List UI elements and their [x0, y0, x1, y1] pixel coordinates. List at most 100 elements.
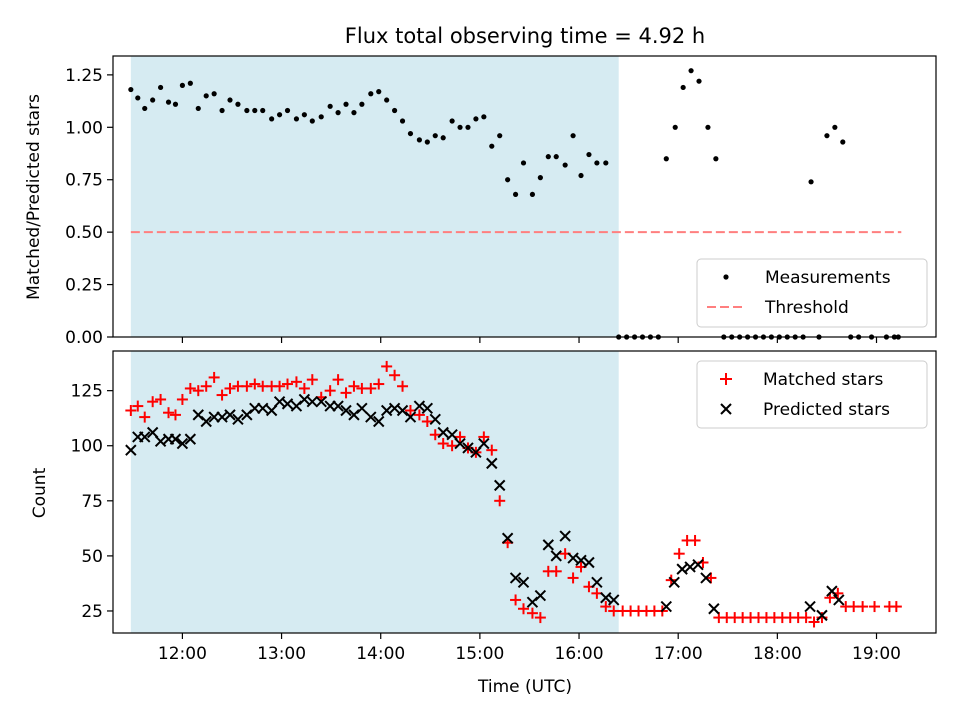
matched-star-point: [282, 378, 294, 390]
measurement-point: [351, 110, 357, 116]
predicted-star-point: [462, 442, 474, 454]
measurement-point: [713, 156, 719, 162]
predicted-star-point: [332, 400, 344, 412]
measurement-point: [195, 105, 201, 112]
matched-star-point: [216, 389, 228, 401]
x-tick-label: 12:00: [158, 644, 207, 664]
matched-star-point: [389, 369, 401, 381]
matched-star-point: [486, 444, 498, 456]
predicted-star-point: [816, 609, 828, 622]
measurement-point: [688, 68, 694, 74]
predicted-star-point: [454, 437, 466, 450]
measurement-point: [416, 137, 422, 143]
predicted-star-point: [567, 552, 579, 564]
matched-star-point: [298, 382, 310, 394]
predicted-star-point: [608, 594, 620, 606]
ratio-legend: Measurements Threshold: [696, 258, 928, 328]
matched-star-point: [857, 601, 869, 613]
matched-star-point: [869, 601, 881, 613]
predicted-star-point: [575, 554, 587, 567]
matched-star-point: [397, 380, 409, 392]
matched-star-point: [478, 431, 490, 443]
matched-star-point: [373, 378, 385, 390]
x-tick-label: 18:00: [753, 644, 802, 664]
predicted-star-point: [265, 404, 278, 417]
predicted-star-point: [437, 426, 449, 439]
matched-star-point: [192, 385, 204, 397]
matched-star-point: [324, 385, 336, 397]
predicted-star-point: [684, 561, 696, 573]
matched-star-point: [673, 548, 685, 560]
count-y-tick-label: 50: [81, 547, 103, 567]
measurement-point: [497, 133, 503, 139]
predicted-star-point: [478, 437, 490, 450]
predicted-star-point: [700, 572, 712, 584]
ratio-x-ticks: [181, 337, 878, 343]
ratio-plot-frame: [112, 55, 937, 338]
count-y-axis: 25 50 75 100 125: [71, 382, 113, 622]
count-legend-box: [696, 360, 928, 429]
predicted-star-point: [804, 600, 816, 613]
measurement-point: [128, 86, 134, 93]
measurement-point: [663, 156, 669, 162]
predicted-star-point: [273, 395, 286, 408]
measurement-point: [269, 116, 275, 122]
count-y-tick-label: 125: [71, 382, 103, 402]
count-x-axis: 12:00 13:00 14:00 15:00 16:00 17:00 18:00 19:00: [158, 633, 901, 664]
measurement-point: [457, 124, 463, 130]
matched-star-point: [534, 612, 546, 624]
ratio-observing-window: [130, 56, 619, 337]
measurement-point: [368, 91, 374, 97]
predicted-star-point: [676, 563, 688, 575]
predicted-star-point: [833, 594, 845, 606]
matched-star-point: [132, 400, 144, 412]
legend-label-matched: Matched stars: [763, 370, 883, 390]
predicted-star-point: [388, 402, 401, 414]
count-legend: Matched stars Predicted stars: [696, 360, 928, 429]
matched-star-point: [139, 411, 151, 423]
x-tick-label: 15:00: [455, 644, 504, 664]
measurement-point: [135, 95, 141, 101]
matched-star-point: [332, 374, 344, 386]
predicted-star-point: [494, 479, 506, 492]
measurement-point: [142, 105, 148, 112]
measurement-point: [449, 118, 455, 124]
matched-star-point: [306, 374, 318, 386]
measurement-point: [465, 124, 471, 130]
ratio-y-tick-label: 1.00: [65, 118, 103, 138]
measurement-point: [343, 101, 349, 107]
predicted-star-point: [125, 444, 137, 456]
count-y-tick-label: 75: [81, 492, 103, 512]
predicted-star-point: [413, 400, 426, 412]
predicted-star-point: [404, 411, 417, 423]
measurement-point: [594, 160, 600, 166]
measurement-point: [384, 97, 390, 103]
matched-star-point: [348, 380, 360, 392]
measurement-point: [481, 114, 487, 120]
count-y-tick-label: 25: [81, 602, 103, 622]
legend-marker-predicted: [720, 403, 732, 415]
predicted-star-point: [501, 532, 514, 544]
predicted-star-point: [281, 398, 294, 410]
predicted-star-point: [257, 402, 269, 414]
legend-label-measurements: Measurements: [765, 268, 891, 288]
measurement-point: [562, 162, 568, 168]
predicted-star-point: [356, 402, 368, 414]
count-observing-window: [130, 351, 619, 633]
matched-star-point: [169, 409, 181, 421]
count-y-label: Count: [30, 467, 50, 518]
predicted-star-point: [708, 603, 720, 615]
measurement-point: [359, 101, 365, 107]
measurement-point: [165, 99, 172, 105]
matched-star-point: [290, 376, 302, 388]
predicted-star-point: [146, 426, 159, 439]
predicted-star-point: [446, 429, 458, 441]
measurement-point: [376, 89, 382, 95]
predicted-star-point: [559, 530, 571, 542]
measurement-point: [553, 154, 559, 160]
measurement-point: [211, 91, 217, 97]
matched-star-point: [800, 612, 812, 624]
measurement-point: [335, 110, 341, 116]
measurement-point: [235, 101, 241, 107]
